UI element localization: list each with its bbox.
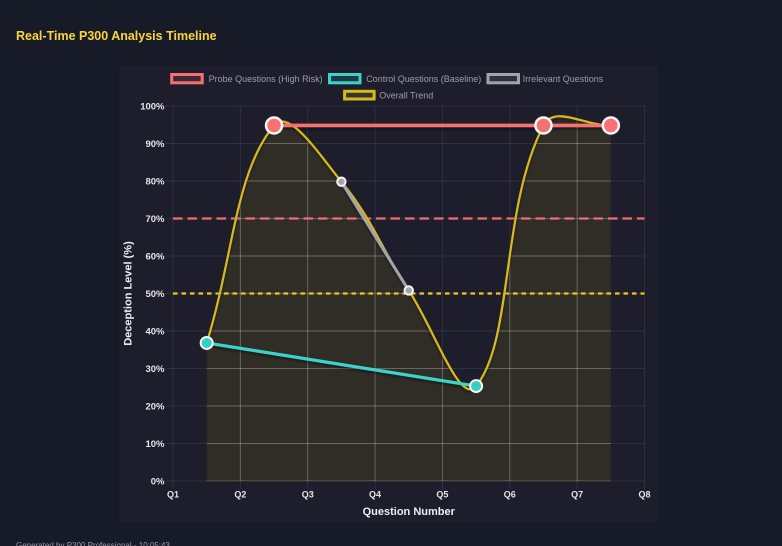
- svg-text:Q8: Q8: [638, 489, 650, 499]
- svg-text:50%: 50%: [145, 289, 165, 300]
- svg-text:Q1: Q1: [167, 489, 179, 499]
- svg-text:Q7: Q7: [571, 489, 583, 499]
- svg-text:60%: 60%: [145, 252, 165, 263]
- svg-text:Q5: Q5: [436, 489, 448, 499]
- svg-text:40%: 40%: [145, 327, 165, 338]
- svg-text:Probe Questions (High Risk): Probe Questions (High Risk): [209, 74, 323, 84]
- svg-text:Deception Level (%): Deception Level (%): [123, 241, 135, 346]
- svg-text:70%: 70%: [145, 214, 165, 225]
- svg-text:Control Questions (Baseline): Control Questions (Baseline): [366, 74, 481, 84]
- svg-text:Real-Time P300 Analysis Timeli: Real-Time P300 Analysis Timeline: [16, 29, 217, 43]
- svg-text:10%: 10%: [145, 439, 165, 450]
- svg-text:Irrelevant Questions: Irrelevant Questions: [523, 74, 604, 84]
- svg-text:100%: 100%: [140, 102, 165, 113]
- svg-text:Q3: Q3: [302, 489, 314, 499]
- svg-text:90%: 90%: [145, 139, 165, 150]
- svg-text:0%: 0%: [151, 477, 165, 488]
- svg-text:Q4: Q4: [369, 489, 381, 499]
- svg-text:Q2: Q2: [234, 489, 246, 499]
- svg-text:Overall Trend: Overall Trend: [379, 90, 433, 100]
- svg-text:30%: 30%: [145, 364, 165, 375]
- svg-text:Q6: Q6: [504, 489, 516, 499]
- svg-text:Question Number: Question Number: [363, 506, 456, 518]
- svg-text:20%: 20%: [145, 402, 165, 413]
- svg-text:80%: 80%: [145, 177, 165, 188]
- svg-text:Generated by P300 Professional: Generated by P300 Professional - 10:05:4…: [16, 541, 170, 546]
